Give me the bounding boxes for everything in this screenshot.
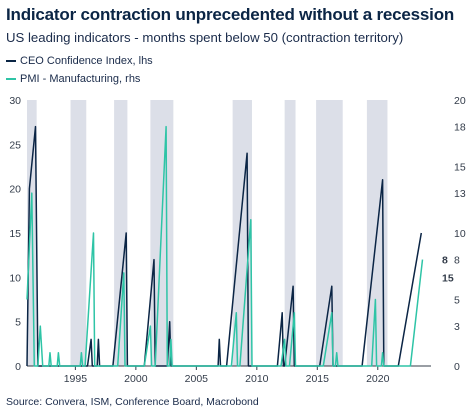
y-right-tick-label-8: 20 [454,95,466,107]
y-left-tick-label-3: 15 [9,228,21,240]
x-tick-label-4: 2015 [306,373,330,385]
y-right-tick-label-1: 3 [454,321,460,333]
series-line-pmi [26,125,424,367]
legend-item-pmi: PMI - Manufacturing, rhs [6,73,140,85]
y-left-tick-label-1: 5 [15,317,21,329]
y-left-tick-label-2: 10 [9,272,21,284]
y-left-tick-label-4: 20 [9,184,21,196]
legend-swatch-pmi [6,78,16,80]
y-right-tick-label-3: 8 [454,255,460,267]
chart-title: Indicator contraction unprecedented with… [6,5,455,24]
legend-swatch-ceo [6,60,16,62]
x-tick-label-2: 2005 [185,373,209,385]
x-tick-label-1: 2000 [124,373,148,385]
last-value-label-pmi: 8 [442,255,448,267]
shaded-period-1 [70,100,87,366]
last-value-label-ceo: 15 [442,272,454,284]
legend-label-ceo: CEO Confidence Index, lhs [20,55,153,67]
shaded-period-5 [284,100,296,366]
chart-subtitle: US leading indicators - months spent bel… [6,30,404,45]
y-right-tick-label-7: 18 [454,122,466,134]
y-right-tick-label-0: 0 [454,361,460,373]
y-right-tick-label-4: 10 [454,228,466,240]
x-tick-label-0: 1995 [64,373,88,385]
y-left-tick-label-0: 0 [15,361,21,373]
y-right-tick-label-6: 15 [454,162,466,174]
legend-label-pmi: PMI - Manufacturing, rhs [20,73,141,85]
y-left-tick-label-6: 30 [9,95,21,107]
y-left-tick-label-5: 25 [9,139,21,151]
legend-item-ceo: CEO Confidence Index, lhs [6,55,153,67]
x-tick-label-3: 2010 [245,373,269,385]
chart-source: Source: Convera, ISM, Conference Board, … [6,396,259,408]
y-right-tick-label-5: 13 [454,188,466,200]
shaded-period-6 [316,100,343,366]
x-tick-label-5: 2020 [366,373,390,385]
y-right-tick-label-2: 5 [454,295,460,307]
